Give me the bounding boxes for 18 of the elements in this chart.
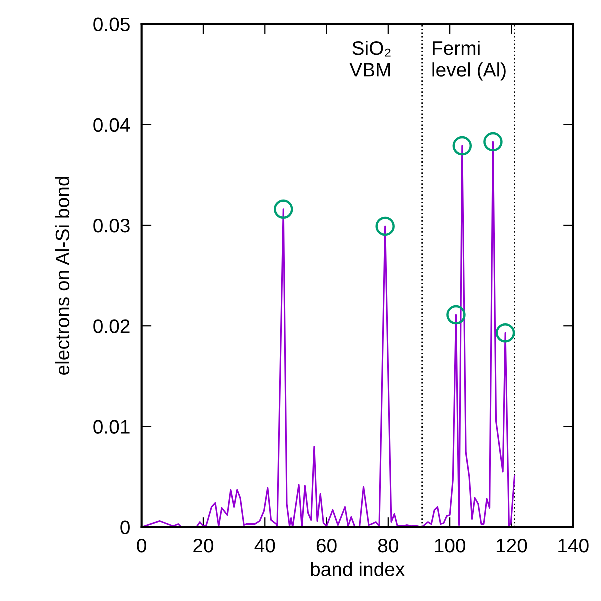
y-tick-label: 0.01 (94, 420, 130, 434)
ref-line-label: SiO₂ VBM (350, 40, 391, 77)
y-axis-title: electrons on Al-Si bond (55, 177, 70, 375)
x-tick-label: 60 (316, 538, 337, 553)
x-tick-label: 40 (254, 538, 276, 553)
y-tick-label: 0 (120, 520, 130, 535)
x-tick-label: 120 (496, 538, 528, 553)
x-tick-label: 100 (435, 538, 466, 553)
ref-line-label: Fermi level (Al) (432, 40, 506, 81)
y-tick-label: 0.04 (94, 118, 130, 132)
x-tick-label: 20 (194, 538, 214, 553)
y-tick-label: 0.02 (94, 320, 130, 334)
x-tick-label: 80 (378, 538, 398, 553)
y-tick-label: 0.03 (94, 218, 130, 233)
x-axis-title: band index (311, 562, 405, 576)
x-tick-label: 140 (558, 538, 589, 553)
y-tick-label: 0.05 (94, 18, 130, 32)
x-tick-label: 0 (137, 538, 146, 553)
